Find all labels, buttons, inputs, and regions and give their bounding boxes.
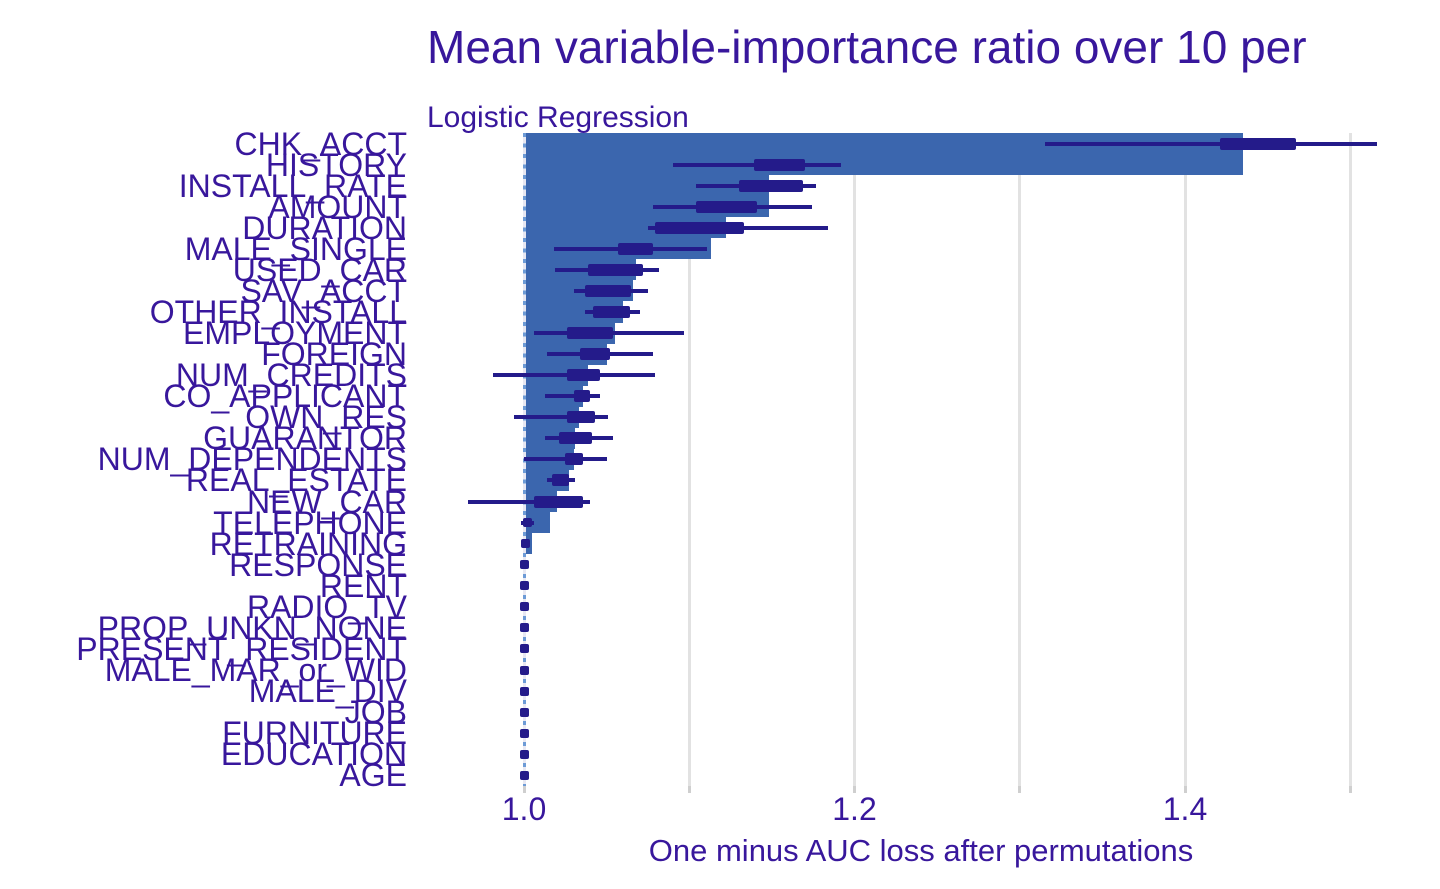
y-axis-label: PRESENT_RESIDENT [76,630,407,667]
boxplot-dot [519,560,529,570]
y-axis-label: OTHER_INSTALL [149,294,407,330]
boxplot-box [580,348,610,361]
y-axis-label: CHK_ACCT [234,125,407,162]
boxplot-dot [519,581,529,591]
gridline [853,133,856,786]
y-axis-label: OWN_RES [245,399,407,436]
boxplot-dot [519,707,529,717]
boxplot-dot [519,686,529,696]
boxplot-box [738,179,804,192]
boxplot-dot [519,602,529,612]
axis-tick-mark [1183,786,1187,793]
boxplot-whisker [1044,141,1377,146]
boxplot-box [753,158,805,171]
y-axis-label: JOB [344,694,407,731]
boxplot-dot [521,539,531,549]
boxplot-box [533,495,584,508]
y-axis-label: USED_CAR [232,251,407,288]
x-tick-label: 1.2 [832,791,877,827]
boxplot-box [585,284,632,297]
boxplot-box [552,474,569,487]
boxplot-box [1219,137,1296,150]
boxplot-box [588,263,643,276]
y-axis-label: MALE_SINGLE [184,230,407,267]
boxplot-whisker [545,394,600,399]
y-axis-label: RADIO_TV [246,588,407,625]
y-axis-label: AGE [339,757,407,794]
y-axis-label: NEW_CAR [246,483,407,520]
axis-tick-mark [1348,786,1352,793]
y-axis-label: SAV_ACCT [240,272,407,309]
boxplot-box [695,200,757,213]
boxplot-whisker [467,499,591,504]
boxplot-box [566,369,600,382]
y-axis-label: FOREIGN [261,336,407,373]
x-axis-title: One minus AUC loss after permutations [648,833,1194,868]
y-axis-label: RENT [319,567,407,604]
y-axis-label: MALE_MAR_or_WID [104,652,407,689]
y-axis-label: GUARANTOR [203,420,407,457]
y-axis-label: RETRAINING [209,525,407,562]
gridline [1018,133,1022,786]
boxplot-box [558,432,592,445]
importance-bar [524,175,769,197]
y-axis-label: FURNITURE [222,715,407,752]
y-axis-label: NUM_DEPENDENTS [97,441,407,478]
boxplot-box [565,453,584,466]
y-axis-label: INSTALL_RATE [178,167,407,204]
importance-bar [524,512,551,534]
y-axis-label: AMOUNT [268,188,407,225]
boxplot-box [618,242,653,255]
boxplot-box [573,390,591,403]
gridline [687,133,691,786]
boxplot-dot [519,749,529,759]
boxplot-dot [519,770,529,780]
y-axis-label: HISTORY [265,146,407,183]
chart-title: Mean variable-importance ratio over 10 p… [427,21,1307,73]
boxplot-box [566,327,614,340]
boxplot-dot [522,518,532,528]
gridline [1183,133,1187,786]
y-axis-label: REAL_ESTATE [185,462,407,499]
chart-subtitle: Logistic Regression [427,101,689,134]
axis-tick-mark [853,786,856,793]
axis-tick-mark [522,786,526,793]
boxplot-dot [519,665,529,675]
y-axis-label: RESPONSE [229,546,407,583]
y-axis-label: NUM_CREDITS [175,357,407,394]
axis-tick-mark [687,786,691,793]
gridline [1348,133,1352,786]
y-axis-label: EMPLOYMENT [182,315,407,352]
boxplot-whisker [514,415,609,420]
x-tick-label: 1.4 [1162,791,1208,827]
boxplot-dot [519,623,529,633]
importance-bar [524,133,1243,155]
boxplot-box [566,411,596,424]
importance-bar [524,154,1243,176]
boxplot-dot [519,644,529,654]
axis-tick-mark [1018,786,1022,793]
x-tick-label: 1.0 [501,791,547,827]
y-axis-label: PROP_UNKN_NONE [97,609,407,646]
boxplot-box [593,306,630,318]
boxplot-dot [519,728,529,738]
y-axis-label: TELEPHONE [213,504,407,541]
y-axis-label: CO_APPLICANT [163,378,407,415]
boxplot-box [654,221,744,234]
y-axis-label: DURATION [242,209,407,246]
y-axis-label: EDUCATION [220,736,407,773]
y-axis-label: MALE_DIV [248,673,407,710]
